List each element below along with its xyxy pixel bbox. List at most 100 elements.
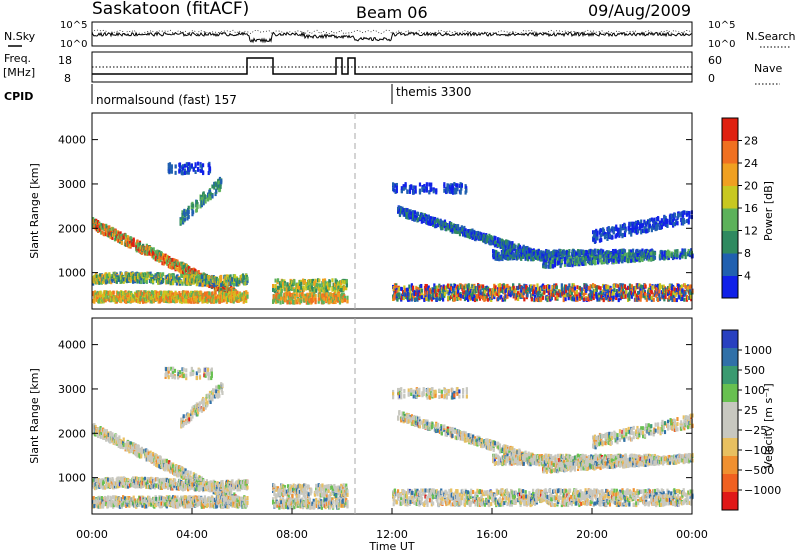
echo-cell — [193, 292, 196, 297]
echo-cell — [197, 270, 200, 275]
echo-cell — [658, 289, 661, 294]
echo-cell — [497, 297, 500, 302]
echo-cell — [417, 212, 420, 217]
echo-cell — [102, 292, 105, 297]
echo-cell — [201, 299, 204, 304]
echo-cell — [183, 279, 186, 284]
echo-cell — [135, 293, 138, 298]
echo-cell — [331, 287, 334, 292]
echo-cell — [117, 277, 120, 282]
echo-cell — [194, 269, 197, 274]
echo-cell — [157, 272, 160, 277]
echo-cell — [108, 279, 112, 284]
echo-cell — [640, 284, 643, 289]
echo-cell — [227, 278, 230, 283]
echo-cell — [461, 284, 464, 289]
echo-cell — [224, 276, 227, 281]
echo-cell — [203, 277, 206, 282]
echo-cell — [137, 294, 140, 299]
echo-cell — [190, 299, 193, 304]
echo-cell — [214, 292, 217, 297]
echo-cell — [187, 209, 190, 214]
echo-cell — [192, 210, 195, 215]
echo-cell — [210, 296, 213, 301]
echo-cell — [434, 285, 437, 290]
echo-cell — [234, 290, 237, 295]
echo-cell — [555, 285, 558, 290]
echo-cell — [160, 253, 163, 258]
echo-cell — [246, 276, 249, 281]
echo-cell — [345, 283, 348, 288]
echo-cell — [167, 290, 170, 295]
echo-cell — [188, 266, 191, 271]
echo-cell — [164, 253, 167, 258]
echo-cell — [233, 274, 237, 279]
echo-cell — [209, 196, 212, 201]
echo-cell — [170, 165, 173, 170]
echo-cell — [163, 256, 166, 261]
echo-cell — [201, 293, 204, 298]
echo-cell — [182, 270, 185, 275]
echo-cell — [223, 278, 227, 283]
echo-cell — [181, 273, 184, 278]
echo-cell — [290, 287, 293, 292]
echo-cell — [597, 285, 600, 290]
echo-cell — [416, 297, 419, 302]
echo-cell — [187, 205, 190, 210]
echo-cell — [135, 298, 138, 303]
echo-cell — [246, 278, 249, 283]
echo-cell — [283, 287, 287, 292]
echo-cell — [576, 296, 579, 301]
echo-cell — [98, 295, 101, 300]
echo-cell — [580, 291, 583, 296]
echo-cell — [102, 277, 105, 282]
echo-cell — [100, 299, 103, 304]
echo-cell — [208, 294, 211, 299]
echo-cell — [185, 263, 188, 268]
echo-cell — [199, 275, 202, 280]
echo-cell — [166, 262, 169, 267]
echo-cell — [165, 280, 168, 285]
echo-cell — [155, 297, 158, 302]
echo-cell — [346, 299, 349, 304]
echo-cell — [177, 261, 180, 266]
echo-cell — [100, 230, 103, 235]
echo-cell — [111, 235, 114, 240]
echo-cell — [186, 294, 189, 299]
echo-cell — [132, 279, 135, 284]
echo-cell — [562, 298, 565, 303]
echo-cell — [274, 284, 277, 289]
echo-cell — [178, 291, 181, 296]
echo-cell — [144, 275, 147, 280]
echo-cell — [163, 298, 166, 303]
echo-cell — [188, 278, 192, 283]
echo-cell — [188, 299, 191, 304]
echo-cell — [230, 288, 233, 293]
echo-cell — [152, 290, 155, 295]
echo-cell — [177, 267, 180, 272]
echo-cell — [420, 288, 423, 293]
echo-cell — [542, 295, 545, 300]
station-title: Saskatoon (fitACF) — [92, 0, 249, 19]
echo-cell — [105, 290, 108, 295]
echo-cell — [674, 293, 677, 298]
echo-cell — [293, 281, 296, 286]
echo-cell — [120, 240, 123, 245]
echo-cell — [100, 278, 103, 283]
echo-cell — [145, 279, 148, 284]
echo-cell — [547, 249, 550, 254]
echo-cell — [225, 280, 228, 285]
echo-cell — [239, 278, 242, 283]
echo-cell — [131, 238, 134, 243]
echo-cell — [148, 245, 152, 250]
echo-cell — [93, 290, 97, 295]
echo-cell — [158, 258, 161, 263]
echo-cell — [182, 171, 185, 176]
echo-cell — [202, 298, 205, 303]
echo-cell — [452, 287, 455, 292]
echo-cell — [174, 170, 177, 175]
echo-cell — [92, 217, 95, 222]
echo-cell — [486, 236, 489, 241]
echo-cell — [217, 278, 220, 283]
echo-cell — [640, 290, 643, 295]
